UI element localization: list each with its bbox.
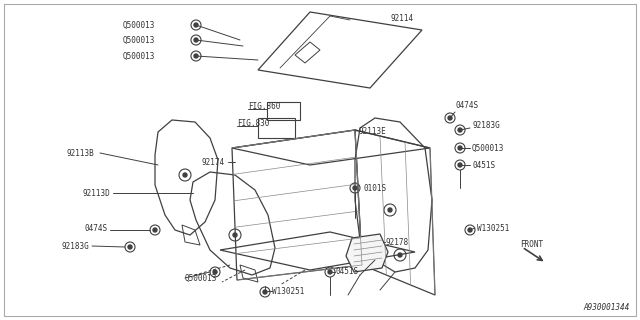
Text: 92113E: 92113E [358, 126, 386, 135]
Circle shape [194, 23, 198, 27]
Text: W130251: W130251 [272, 286, 305, 295]
Text: Q500013: Q500013 [123, 36, 155, 44]
Text: 92183G: 92183G [472, 121, 500, 130]
Circle shape [128, 245, 132, 249]
Text: 92113D: 92113D [83, 188, 110, 197]
Circle shape [458, 146, 462, 150]
Circle shape [263, 290, 267, 294]
Text: Q500013: Q500013 [185, 274, 218, 283]
Circle shape [233, 233, 237, 237]
Circle shape [328, 270, 332, 274]
Text: 0101S: 0101S [363, 183, 386, 193]
Text: W130251: W130251 [477, 223, 509, 233]
Circle shape [398, 253, 402, 257]
Circle shape [468, 228, 472, 232]
Text: FRONT: FRONT [520, 239, 543, 249]
Circle shape [458, 128, 462, 132]
Circle shape [458, 163, 462, 167]
Text: 92113B: 92113B [67, 148, 94, 157]
Circle shape [353, 186, 357, 190]
Polygon shape [346, 234, 388, 272]
Circle shape [183, 173, 187, 177]
Circle shape [388, 208, 392, 212]
Text: 92178: 92178 [385, 237, 408, 246]
Text: 92174: 92174 [202, 157, 225, 166]
Text: 0451S: 0451S [472, 161, 495, 170]
Circle shape [153, 228, 157, 232]
Circle shape [213, 270, 217, 274]
Circle shape [448, 116, 452, 120]
Text: Q500013: Q500013 [123, 52, 155, 60]
Text: 0451S: 0451S [335, 268, 358, 276]
Text: 92114: 92114 [390, 13, 413, 22]
Text: A930001344: A930001344 [584, 303, 630, 313]
Text: FIG.830: FIG.830 [237, 118, 269, 127]
Text: FIG.860: FIG.860 [248, 101, 280, 110]
Text: 0474S: 0474S [455, 100, 478, 109]
Text: Q500013: Q500013 [472, 143, 504, 153]
Text: 92183G: 92183G [61, 242, 89, 251]
Circle shape [194, 54, 198, 58]
Text: 0474S: 0474S [85, 223, 108, 233]
Circle shape [194, 38, 198, 42]
Text: Q500013: Q500013 [123, 20, 155, 29]
